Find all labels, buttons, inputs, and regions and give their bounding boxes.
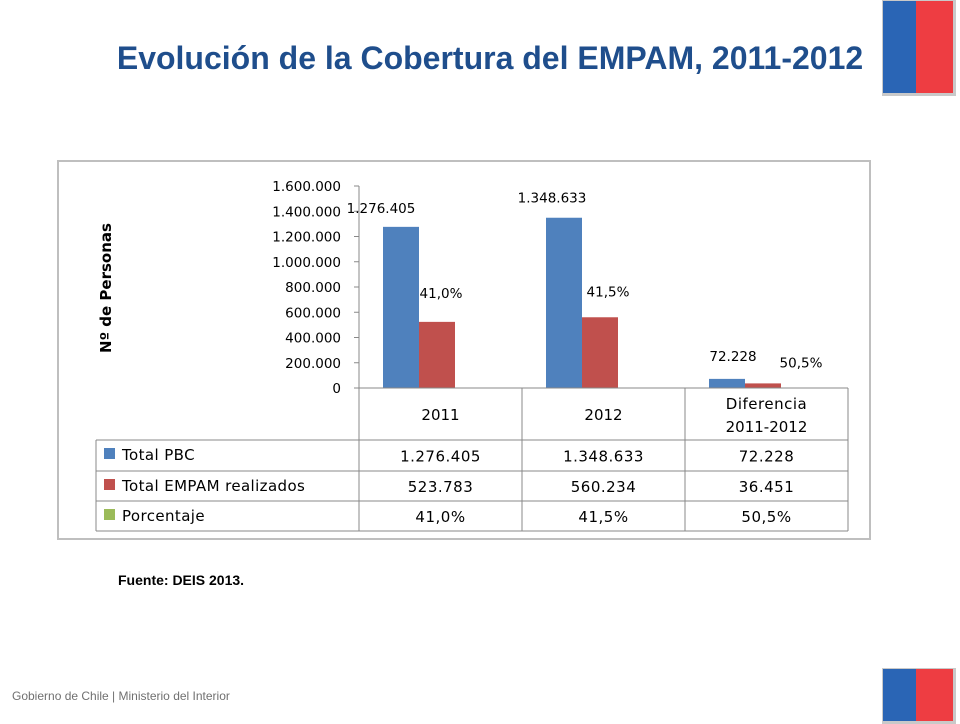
chile-flag-logo-top [882, 0, 956, 96]
category-label: 2012 [584, 406, 622, 424]
table-cell: 41,0% [415, 508, 465, 526]
y-tick-label: 1.600.000 [272, 179, 341, 195]
table-cell: 1.348.633 [563, 448, 644, 466]
y-axis: 0 200.000 400.000 600.000 800.000 1.000.000 1.… [97, 179, 360, 397]
legend-swatch [104, 448, 115, 459]
chile-flag-logo-bottom [882, 668, 956, 724]
bar-annotation: 41,0% [420, 286, 463, 302]
flag-blue-band [883, 1, 916, 93]
y-tick-label: 600.000 [285, 305, 341, 321]
y-tick-label: 1.200.000 [272, 230, 341, 246]
bar-annotation: 1.276.405 [347, 201, 416, 217]
table-cell: 72.228 [739, 448, 795, 466]
legend-label: Total EMPAM realizados [121, 477, 305, 495]
y-tick-label: 200.000 [285, 356, 341, 372]
bar-total-empam-realizados [419, 321, 455, 388]
legend-swatch [104, 479, 115, 490]
flag-blue-band [883, 669, 916, 721]
bar-annotations: 1.276.405 41,0% 1.348.633 41,5% 72.228 50,5% [347, 191, 823, 372]
bar-annotation: 50,5% [780, 355, 823, 371]
bar-total-empam-realizados [582, 317, 618, 388]
category-label: 2011 [421, 406, 459, 424]
table-cell: 50,5% [741, 508, 791, 526]
coverage-bar-chart: 0 200.000 400.000 600.000 800.000 1.000.000 1.… [95, 179, 849, 532]
legend-label: Total PBC [121, 446, 195, 464]
category-label: 2011-2012 [726, 418, 808, 436]
y-tick-label: 400.000 [285, 331, 341, 347]
table-cell: 523.783 [408, 478, 474, 496]
bar-annotation: 1.348.633 [518, 191, 587, 207]
bar-total-pbc [546, 217, 582, 388]
category-label: Diferencia [726, 395, 807, 413]
bar-total-pbc [383, 226, 419, 388]
legend-swatch [104, 509, 115, 520]
table-cell: 1.276.405 [400, 448, 481, 466]
bar-annotation: 41,5% [587, 284, 630, 300]
source-note: Fuente: DEIS 2013. [118, 572, 245, 588]
bar-total-empam-realizados [745, 383, 781, 388]
y-tick-label: 1.000.000 [272, 255, 341, 271]
data-table: 2011 2012 Diferencia 2011-2012 Total PBC 1.27… [95, 387, 849, 532]
bar-annotation: 72.228 [709, 349, 756, 365]
legend-label: Porcentaje [122, 507, 205, 525]
table-cell: 560.234 [571, 478, 637, 496]
table-cell: 41,5% [578, 508, 628, 526]
chart-frame: 0 200.000 400.000 600.000 800.000 1.000.000 1.… [57, 160, 871, 540]
slide-title: Evolución de la Cobertura del EMPAM, 201… [116, 40, 864, 76]
y-tick-label: 800.000 [285, 280, 341, 296]
y-axis-label: Nº de Personas [97, 223, 115, 353]
flag-red-band [916, 669, 953, 721]
y-tick-label: 1.400.000 [272, 204, 341, 220]
y-tick-label: 0 [332, 381, 341, 397]
bar-total-pbc [709, 378, 745, 388]
flag-red-band [916, 1, 953, 93]
table-cell: 36.451 [739, 478, 795, 496]
bars [383, 217, 781, 388]
footer-text: Gobierno de Chile | Ministerio del Inter… [12, 689, 230, 703]
